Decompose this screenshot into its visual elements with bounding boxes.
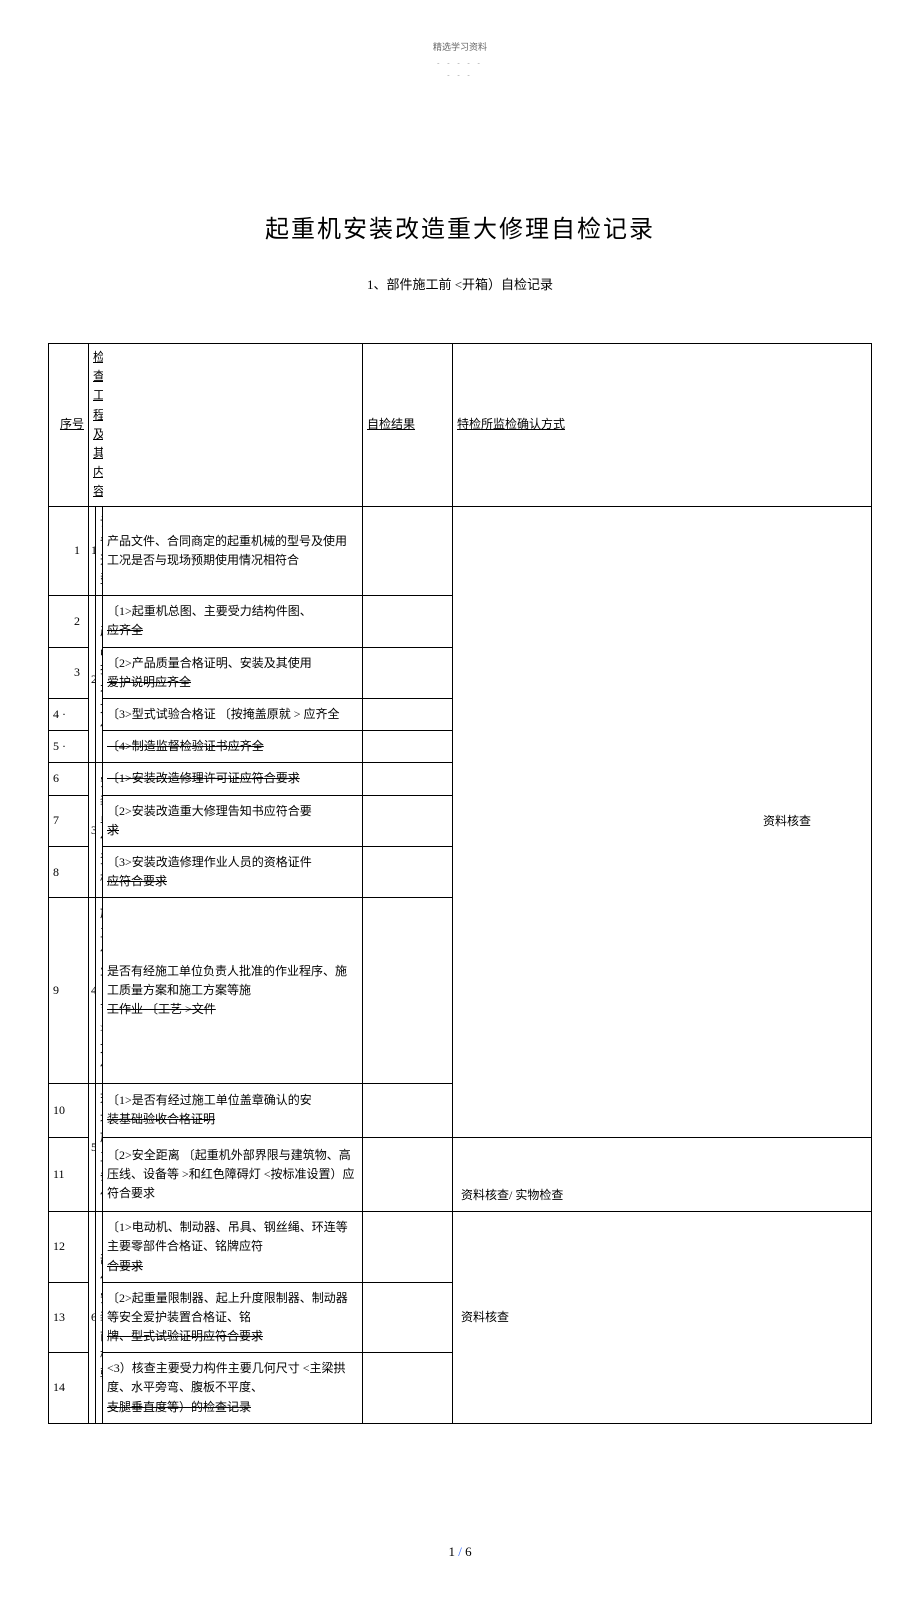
col-header-item: 检查工程及其内容 (89, 344, 103, 507)
cell-result (363, 647, 453, 698)
cell-content: 〔1>是否有经过施工单位盖章确认的安 装基础验收合格证明 (103, 1084, 363, 1138)
cell-content: 〔2>安装改造重大修理告知书应符合要 求 (103, 795, 363, 846)
col-header-confirm: 特检所监检确认方式 (453, 344, 872, 507)
cell-cat: 现场施工条件 (96, 1084, 103, 1212)
cell-content: 〔1>安装改造修理许可证应符合要求 (103, 763, 363, 795)
page-total: 6 (465, 1544, 472, 1559)
cell-seq: 7 (49, 795, 89, 846)
cell-seq: 3 (49, 647, 89, 698)
cell-seq: 5 · (49, 731, 89, 763)
cell-seq: 1 (49, 506, 89, 596)
cell-content: 〔1>起重机总图、主要受力结构件图、 应齐全 (103, 596, 363, 647)
cell-seq: 14 (49, 1353, 89, 1424)
page-current: 1 (448, 1544, 455, 1559)
cell-result (363, 1084, 453, 1138)
cell-content: 〔1>电动机、制动器、吊具、钢丝绳、环连等主要零部件合格证、铭牌应符 合要求 (103, 1212, 363, 1283)
col-header-item-ext (103, 344, 363, 507)
cell-content: 产品文件、合同商定的起重机械的型号及使用工况是否与现场预期使用情况相符合 (103, 506, 363, 596)
cell-result (363, 1212, 453, 1283)
cell-content: 〔2>安全距离 〔起重机外部界限与建筑物、高压线、设备等 >和红色障碍灯 <按标… (103, 1137, 363, 1211)
cell-content: 是否有经施工单位负责人批准的作业程序、施工质量方案和施工方案等施 工作业 〔工艺… (103, 898, 363, 1084)
cell-cat-num: 3 (89, 763, 96, 898)
cell-content: 〔3>型式试验合格证 〔按掩盖原就 > 应齐全 (103, 699, 363, 731)
cell-result (363, 898, 453, 1084)
cell-confirm-2: 资料核查/ 实物检查 (453, 1137, 872, 1211)
cell-result (363, 731, 453, 763)
table-row: 12 6 部件安装前检验 〔1>电动机、制动器、吊具、钢丝绳、环连等主要零部件合… (49, 1212, 872, 1283)
cell-result (363, 699, 453, 731)
cell-content: 〔3>安装改造修理作业人员的资格证件 应符合要求 (103, 846, 363, 897)
col-header-result: 自检结果 (363, 344, 453, 507)
cell-cat: 产品技术文件 (96, 596, 103, 763)
cell-seq: 13 (49, 1282, 89, 1353)
cell-cat-num: 4 (89, 898, 96, 1084)
cell-seq: 8 (49, 846, 89, 897)
cell-result (363, 1282, 453, 1353)
cell-cat-num: 6 (89, 1212, 96, 1424)
cell-seq: 2 (49, 596, 89, 647)
header-dots-2: - - - (48, 71, 872, 79)
cell-cat: 设备选型 (96, 506, 103, 596)
cell-cat: 部件安装前检验 (96, 1212, 103, 1424)
cell-cat: 施工作业〔工艺 >文件 (96, 898, 103, 1084)
cell-content: 〔2>起重量限制器、起上升度限制器、制动器等安全爱护装置合格证、铭 牌、型式试验… (103, 1282, 363, 1353)
cell-confirm-1: 资料核查 (453, 506, 872, 1137)
table-row: 1 1 设备选型 产品文件、合同商定的起重机械的型号及使用工况是否与现场预期使用… (49, 506, 872, 596)
cell-content: 〔2>产品质量合格证明、安装及其使用 爱护说明应齐全 (103, 647, 363, 698)
cell-cat: 安装单位资格 (96, 763, 103, 898)
cell-seq: 12 (49, 1212, 89, 1283)
cell-result (363, 596, 453, 647)
cell-seq: 10 (49, 1084, 89, 1138)
table-row: 11 〔2>安全距离 〔起重机外部界限与建筑物、高压线、设备等 >和红色障碍灯 … (49, 1137, 872, 1211)
cell-result (363, 1353, 453, 1424)
cell-content: 〔4>制造监督检验证书应齐全 (103, 731, 363, 763)
cell-seq: 4 · (49, 699, 89, 731)
cell-result (363, 846, 453, 897)
page-number: 1 / 6 (48, 1544, 872, 1560)
inspection-table: 序号 检查工程及其内容 自检结果 特检所监检确认方式 1 1 设备选型 产品文件… (48, 343, 872, 1424)
cell-result (363, 506, 453, 596)
cell-seq: 11 (49, 1137, 89, 1211)
header-dots-1: - - - - - (48, 59, 872, 67)
cell-cat-num: 2 (89, 596, 96, 763)
cell-result (363, 1137, 453, 1211)
cell-cat-num: 1 (89, 506, 96, 596)
cell-result (363, 795, 453, 846)
cell-confirm-3: 资料核查 (453, 1212, 872, 1424)
cell-result (363, 763, 453, 795)
page-title: 起重机安装改造重大修理自检记录 (48, 209, 872, 244)
cell-cat-num: 5 (89, 1084, 96, 1212)
table-header-row: 序号 检查工程及其内容 自检结果 特检所监检确认方式 (49, 344, 872, 507)
col-header-seq: 序号 (49, 344, 89, 507)
page-separator: / (458, 1544, 462, 1559)
cell-content: <3）核查主要受力构件主要几何尺寸 <主梁拱度、水平旁弯、腹板不平度、 支腿垂直… (103, 1353, 363, 1424)
header-small-text: 精选学习资料 (48, 40, 872, 53)
cell-seq: 6 (49, 763, 89, 795)
cell-seq: 9 (49, 898, 89, 1084)
page-subtitle: 1、部件施工前 <开箱）自检记录 (48, 274, 872, 293)
